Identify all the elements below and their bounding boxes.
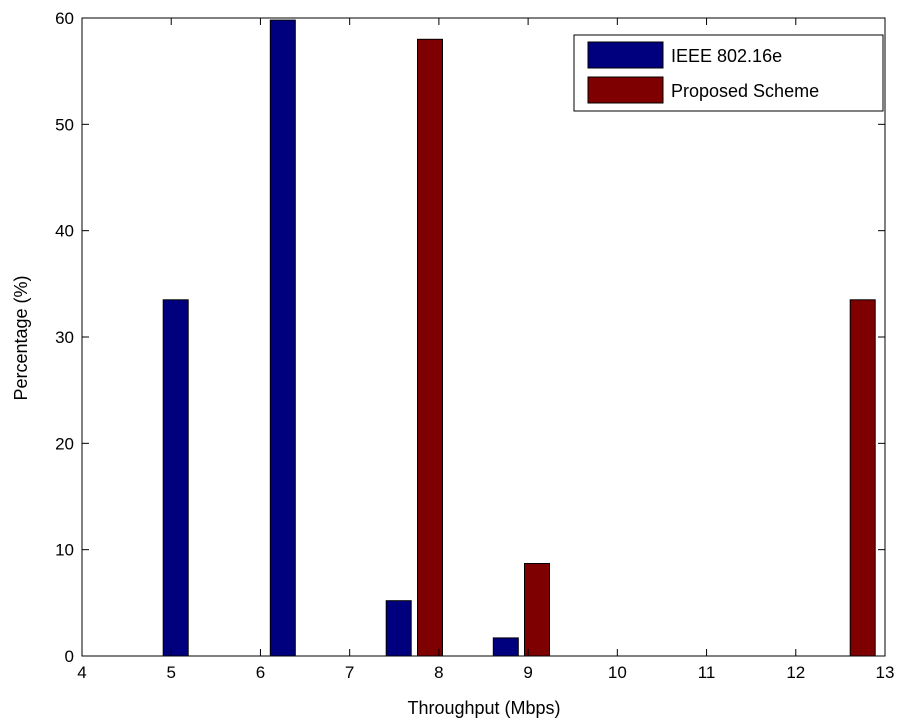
y-tick-label: 60 <box>55 9 74 28</box>
x-axis-label: Throughput (Mbps) <box>407 698 560 718</box>
bars-group <box>162 19 876 657</box>
x-tick-label: 6 <box>256 663 265 682</box>
bar-series-0-point-2 <box>385 600 412 657</box>
legend-label-ieee: IEEE 802.16e <box>671 46 782 66</box>
x-tick-label: 5 <box>166 663 175 682</box>
bar-series-0-point-3 <box>492 637 519 657</box>
x-tick-label: 12 <box>786 663 805 682</box>
y-ticks-group: 0 10 20 30 40 50 60 <box>55 9 885 666</box>
y-tick-label: 30 <box>55 328 74 347</box>
x-tick-label: 11 <box>698 663 716 682</box>
bar-series-1-point-0 <box>417 38 443 657</box>
x-tick-label: 8 <box>434 663 443 682</box>
y-tick-label: 10 <box>55 541 74 560</box>
legend-label-proposed: Proposed Scheme <box>671 81 819 101</box>
legend: IEEE 802.16e Proposed Scheme <box>573 34 884 112</box>
x-tick-label: 13 <box>876 663 895 682</box>
y-tick-label: 40 <box>55 222 74 241</box>
legend-swatch-ieee <box>587 41 664 69</box>
legend-swatch-proposed <box>587 76 664 104</box>
y-tick-label: 20 <box>55 434 74 453</box>
x-ticks-group: 4 5 6 7 8 9 10 11 12 13 <box>77 18 894 682</box>
bar-series-1-point-1 <box>524 563 550 657</box>
x-tick-label: 7 <box>345 663 354 682</box>
x-tick-label: 4 <box>77 663 86 682</box>
y-tick-label: 50 <box>55 115 74 134</box>
x-tick-label: 9 <box>523 663 532 682</box>
bar-series-0-point-1 <box>269 19 296 657</box>
y-tick-label: 0 <box>65 647 74 666</box>
x-tick-label: 10 <box>608 663 627 682</box>
bar-series-1-point-2 <box>849 299 876 657</box>
bar-series-0-point-0 <box>162 299 189 657</box>
y-axis-label: Percentage (%) <box>11 275 31 400</box>
